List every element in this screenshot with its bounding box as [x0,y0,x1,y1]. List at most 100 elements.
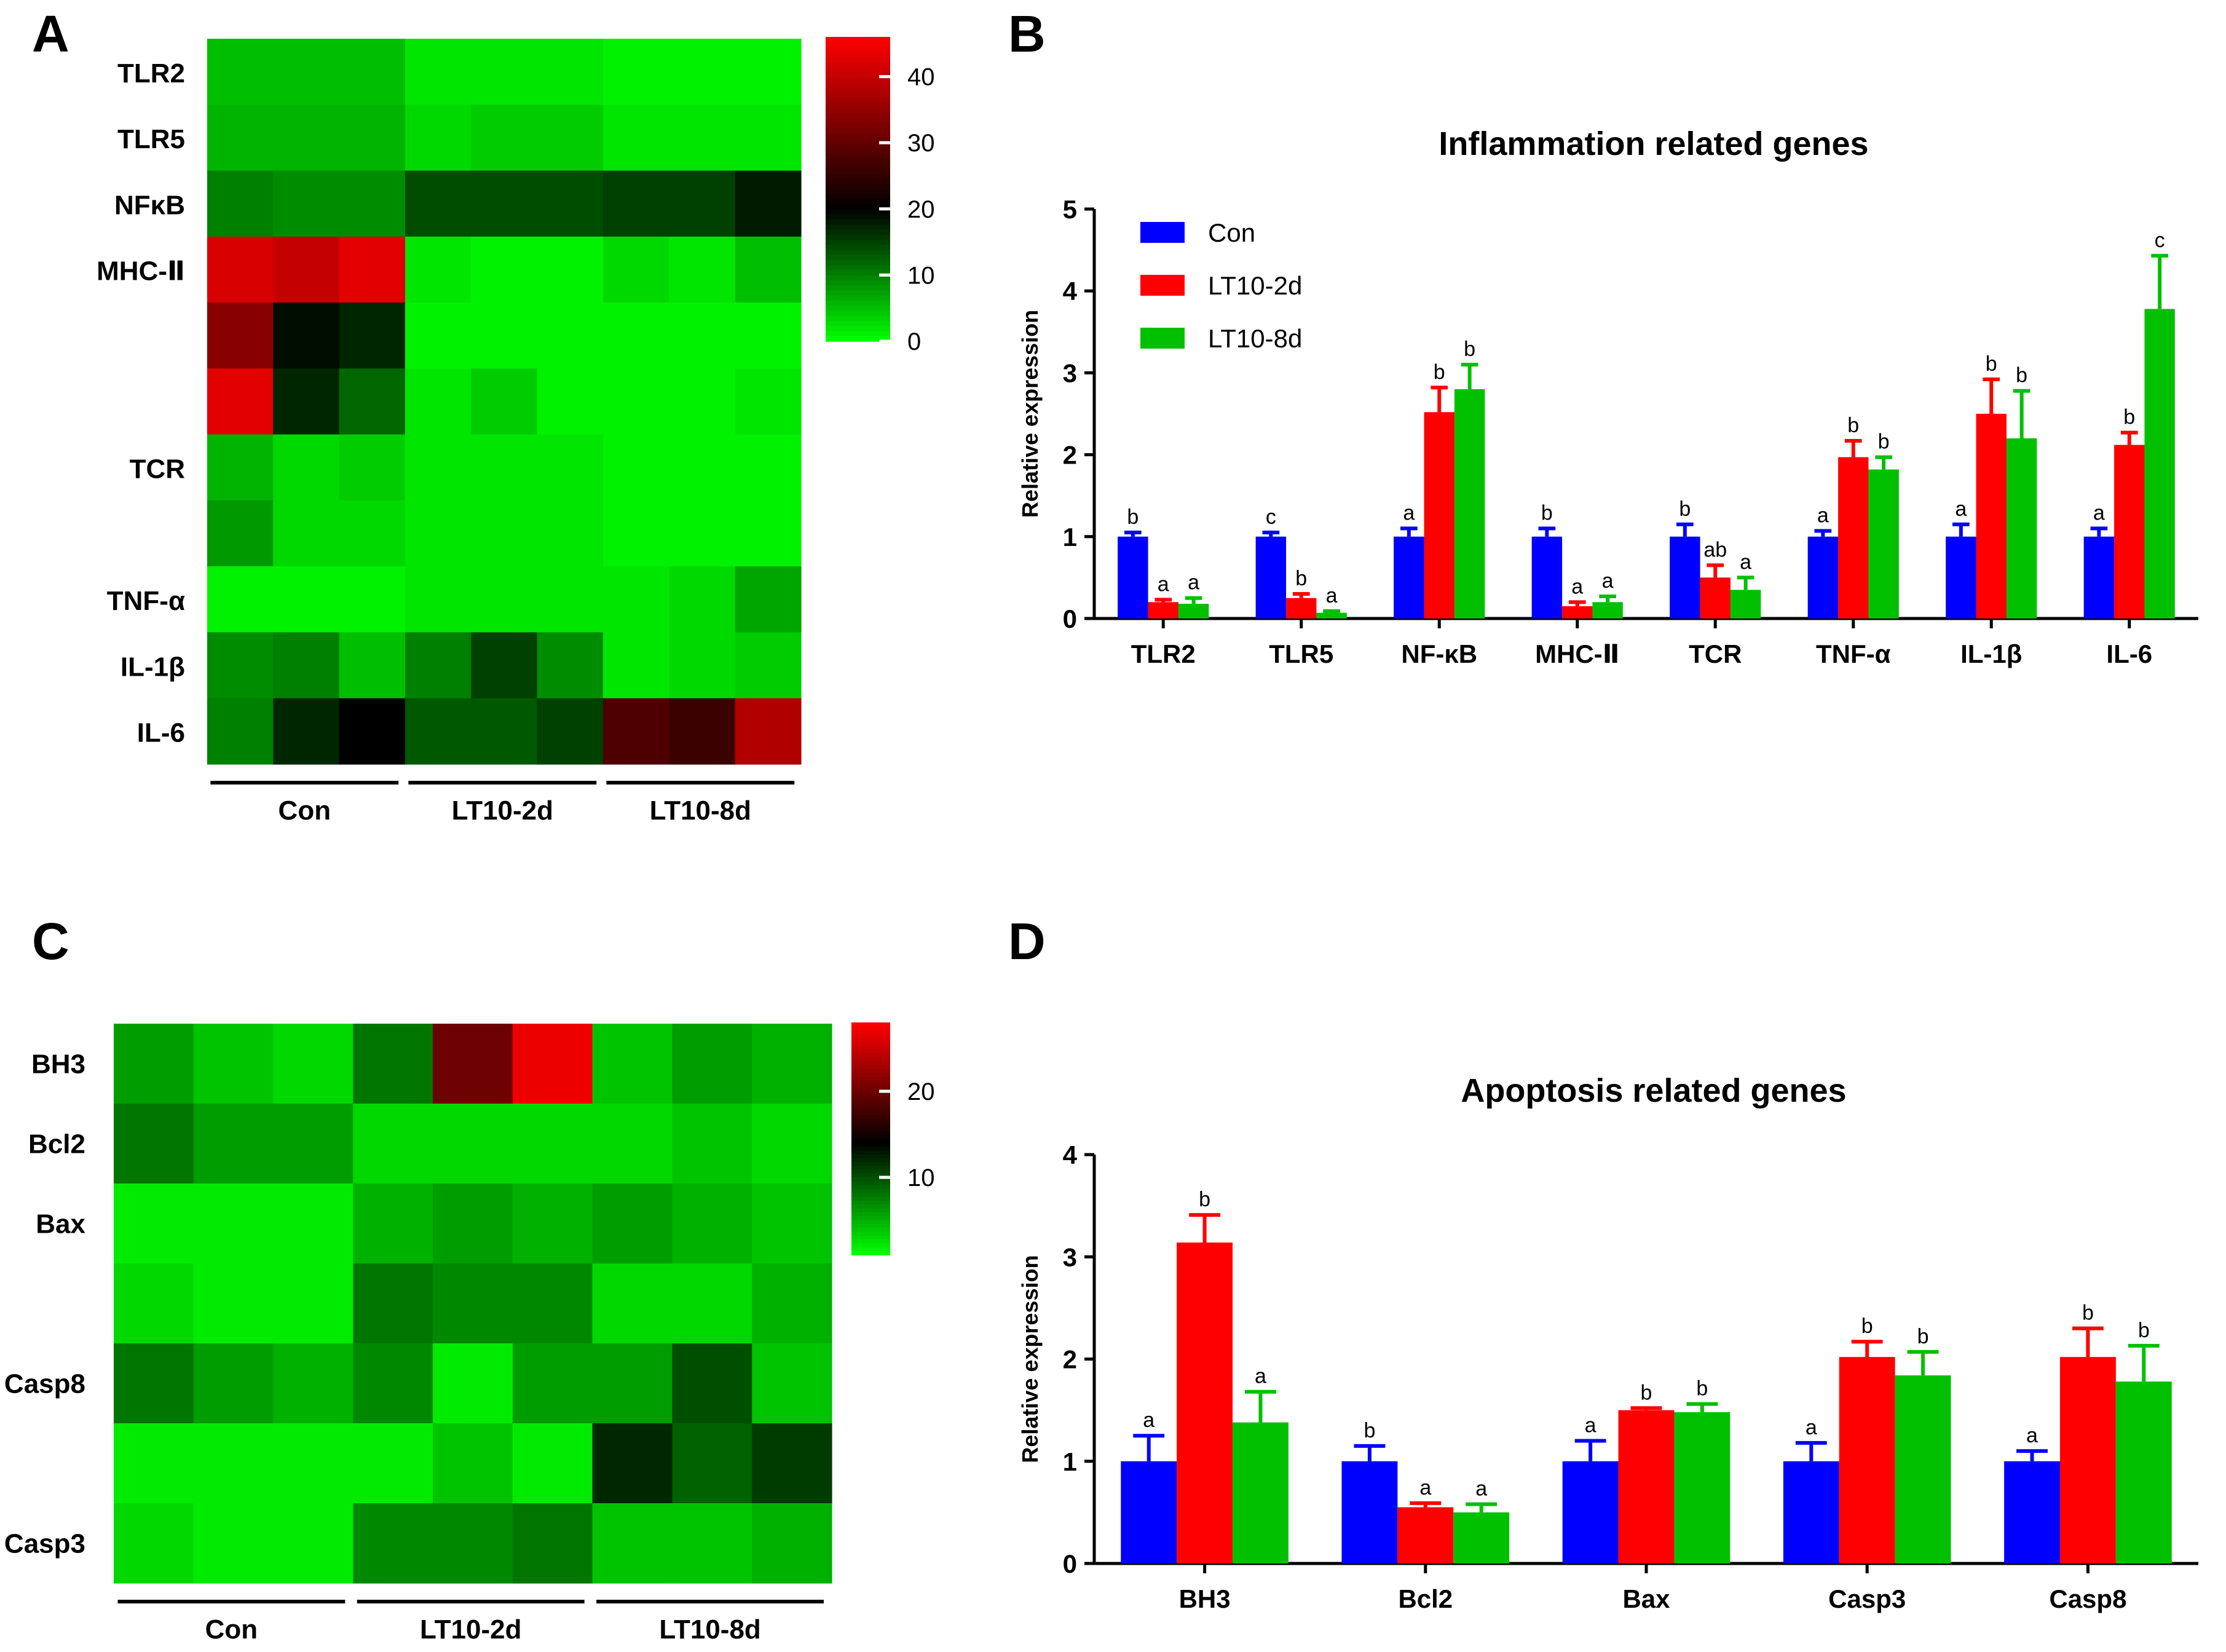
heatmap-cell [273,1503,353,1584]
heatmap-cell [672,1184,752,1264]
heatmap-cell [735,368,802,435]
heatmap-cell [672,1104,752,1184]
heatmap-cell [273,698,340,765]
significance-label: b [1861,1314,1873,1338]
significance-label: b [1541,501,1553,524]
heatmap-cell [339,566,406,633]
colorbar-segment [826,250,890,256]
bar-con-tlr2 [1118,536,1148,619]
y-tick-label: 0 [1063,604,1077,633]
colorbar-segment [826,270,890,276]
heatmap-cell [592,1024,673,1104]
heatmap-cell [537,434,604,501]
colorbar-segment [851,1161,890,1166]
significance-label: a [1602,569,1614,593]
panel-label-a: A [32,5,69,63]
bar-lt10-2d-tlr5 [1286,598,1317,619]
colorbar-segment [851,1150,890,1155]
heatmap-cell [339,368,406,435]
colorbar-segment [851,1026,890,1031]
colorbar-segment [851,1123,890,1128]
colorbar-segment [851,1131,890,1136]
bar-con-bcl2 [1341,1461,1398,1563]
bar-con-tcr [1670,536,1700,619]
significance-label: b [1364,1419,1375,1442]
colorbar-segment [851,1030,890,1035]
heatmap-group-label-con: Con [278,796,331,826]
heatmap-cell [353,1263,433,1344]
colorbar-segment [851,1231,890,1236]
colorbar-segment [851,1049,890,1054]
x-tick-label-tcr: TCR [1689,639,1742,668]
heatmap-cell [669,236,736,303]
colorbar-segment [851,1115,890,1120]
heatmap-cell [433,1503,513,1584]
colorbar-segment [851,1223,890,1228]
colorbar-segment [826,214,890,220]
bar-lt10-8d-bcl2 [1453,1512,1510,1563]
heatmap-cell [273,1343,353,1424]
heatmap-cell [207,302,274,369]
heatmap-row-label-bcl2: Bcl2 [28,1129,85,1160]
colorbar-segment [851,1092,890,1097]
colorbar-segment [826,98,890,104]
colorbar-segment [851,1100,890,1105]
bar-lt10-2d-il-6 [2114,445,2145,619]
bar-con-casp8 [2004,1461,2060,1563]
heatmap-cell [433,1423,513,1504]
heatmap-group-label-con: Con [205,1614,258,1645]
colorbar-segment [826,168,890,175]
heatmap-cell [193,1503,274,1584]
colorbar-segment [826,173,890,180]
colorbar-segment [826,199,890,205]
heatmap-cell [603,368,669,435]
colorbar-segment [826,47,890,53]
significance-label: a [1817,504,1829,527]
heatmap-cell [669,698,736,765]
colorbar-segment [851,1154,890,1159]
colorbar-segment [851,1158,890,1163]
colorbar-segment [826,72,890,78]
heatmap-row-label-bax: Bax [36,1209,85,1239]
significance-label: a [1585,1414,1596,1437]
heatmap-cell [193,1343,274,1424]
colorbar-segment [826,189,890,195]
heatmap-cell [537,302,604,369]
colorbar-segment [851,1022,890,1027]
colorbar-segment [851,1139,890,1144]
colorbar-segment [851,1173,890,1178]
heatmap-group-label-lt10-2d: LT10-2d [452,796,553,826]
heatmap-cell [405,170,472,237]
heatmap-cell [471,170,538,237]
colorbar-segment [826,159,890,165]
heatmap-cell [353,1104,433,1184]
chart-title: Apoptosis related genes [1461,1072,1846,1109]
heatmap-cell [669,302,736,369]
colorbar-segment [826,87,890,93]
colorbar-tick-label: 0 [907,328,921,355]
significance-label: a [2093,501,2105,524]
x-tick-label-mhc: MHC-Ⅱ [1535,639,1619,668]
colorbar-segment [826,77,890,84]
x-tick-label-bcl2: Bcl2 [1398,1584,1453,1613]
heatmap-cell [669,39,736,105]
heatmap-row-label-mhc: MHC-Ⅱ [97,256,185,287]
bar-lt10-2d-casp8 [2059,1357,2116,1563]
colorbar-segment [851,1227,890,1232]
heatmap-cell [273,566,340,633]
y-tick-label: 4 [1063,1140,1078,1169]
colorbar-segment [851,1193,890,1198]
significance-label: b [1464,338,1475,361]
colorbar-segment [826,336,890,342]
heatmap-cell [603,236,669,303]
colorbar-segment [851,1196,890,1201]
heatmap-cell [603,105,669,172]
colorbar-segment [851,1033,890,1038]
heatmap-cell [273,1104,353,1184]
heatmap-cell [405,302,472,369]
significance-label: a [1143,1409,1154,1432]
colorbar-segment [851,1181,890,1186]
heatmap-cell [471,698,538,765]
bar-con-mhc [1531,536,1563,619]
heatmap-cell [339,698,406,765]
